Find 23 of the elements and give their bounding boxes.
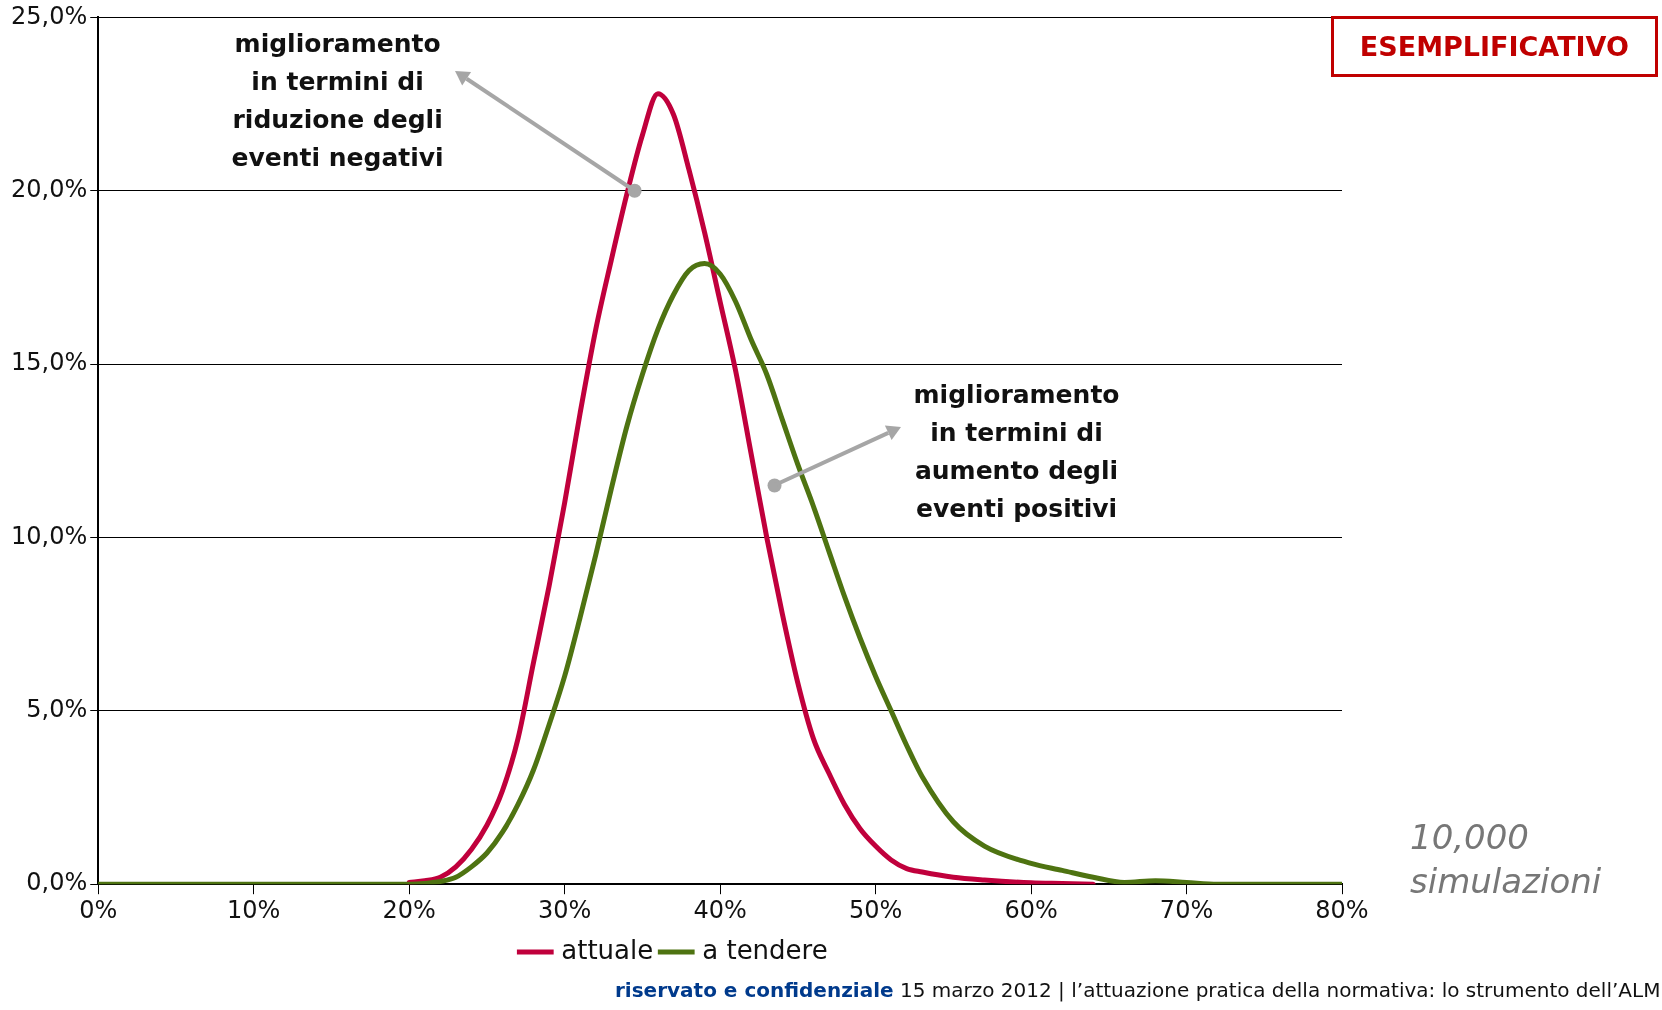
- y-tick-label: 20,0%: [10, 174, 88, 203]
- y-tick-label: 5,0%: [26, 695, 88, 724]
- text: 10,000 simulazioni: [1410, 816, 1602, 903]
- text: ESEMPLIFICATIVO: [1330, 16, 1658, 77]
- x-tick-label: 0%: [79, 895, 118, 924]
- x-tick-label: 70%: [1159, 895, 1214, 924]
- text: 15 marzo 2012 | l’attuazione pratica della normativa: lo strumento dell’ALM: [900, 978, 1661, 1002]
- y-tick-label: 25,0%: [10, 1, 88, 30]
- legend-label: a tendere: [702, 934, 828, 965]
- annotation: miglioramento in termini di aumento degli eventi positivi: [912, 379, 1121, 526]
- y-tick-label: 15,0%: [10, 348, 88, 377]
- y-tick-label: 0,0%: [26, 868, 88, 897]
- annotation: miglioramento in termini di riduzione degli eventi negativi: [230, 27, 445, 174]
- y-tick-label: 10,0%: [10, 521, 88, 550]
- text: riservato e confidenziale: [615, 978, 894, 1002]
- x-tick-label: 50%: [848, 895, 903, 924]
- x-tick-label: 20%: [382, 895, 436, 924]
- legend-label: attuale: [561, 934, 654, 965]
- x-tick-label: 60%: [1004, 895, 1058, 924]
- x-tick-label: 40%: [693, 895, 747, 924]
- x-tick-label: 30%: [537, 895, 592, 924]
- x-tick-label: 80%: [1315, 895, 1369, 924]
- x-tick-label: 10%: [227, 895, 281, 924]
